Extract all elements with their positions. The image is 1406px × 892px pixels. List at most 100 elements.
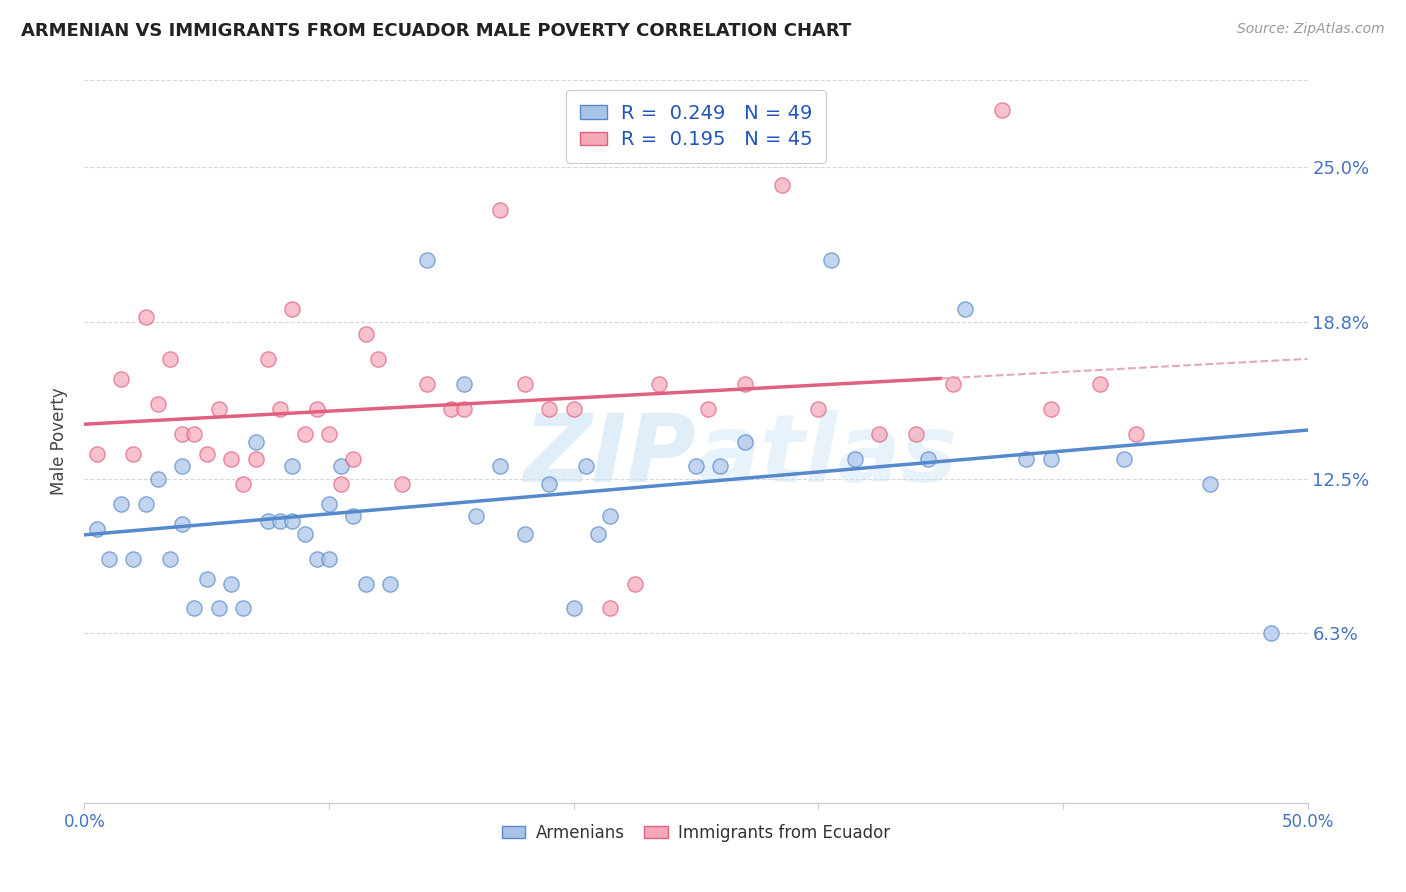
Point xyxy=(294,427,316,442)
Point xyxy=(305,551,328,566)
Point xyxy=(122,447,145,461)
Point xyxy=(1125,427,1147,442)
Point xyxy=(453,402,475,417)
Point xyxy=(942,377,965,392)
Point xyxy=(354,576,377,591)
Point xyxy=(159,551,181,566)
Point xyxy=(440,402,463,417)
Point xyxy=(416,377,439,392)
Point xyxy=(281,459,304,474)
Point xyxy=(195,447,218,461)
Point xyxy=(807,402,830,417)
Legend: Armenians, Immigrants from Ecuador: Armenians, Immigrants from Ecuador xyxy=(495,817,897,848)
Point xyxy=(330,459,353,474)
Point xyxy=(269,402,291,417)
Point xyxy=(820,252,842,267)
Point xyxy=(172,516,194,531)
Point xyxy=(172,459,194,474)
Point xyxy=(86,522,108,536)
Point xyxy=(281,514,304,528)
Point xyxy=(257,514,280,528)
Point xyxy=(453,377,475,392)
Point xyxy=(489,202,512,217)
Point xyxy=(391,476,413,491)
Point xyxy=(318,551,340,566)
Point xyxy=(159,352,181,367)
Point xyxy=(367,352,389,367)
Text: atlas: atlas xyxy=(696,410,957,502)
Text: Source: ZipAtlas.com: Source: ZipAtlas.com xyxy=(1237,22,1385,37)
Point xyxy=(305,402,328,417)
Point xyxy=(538,402,561,417)
Point xyxy=(183,427,205,442)
Point xyxy=(1039,452,1062,467)
Point xyxy=(562,601,585,615)
Point xyxy=(219,452,242,467)
Point xyxy=(135,497,157,511)
Point xyxy=(697,402,720,417)
Point xyxy=(1114,452,1136,467)
Point xyxy=(599,509,621,524)
Point xyxy=(734,434,756,449)
Point xyxy=(86,447,108,461)
Point xyxy=(380,576,402,591)
Point xyxy=(575,459,598,474)
Point xyxy=(245,452,267,467)
Point xyxy=(183,601,205,615)
Point xyxy=(257,352,280,367)
Text: ZIP: ZIP xyxy=(523,410,696,502)
Point xyxy=(232,476,254,491)
Point xyxy=(122,551,145,566)
Point xyxy=(624,576,647,591)
Point xyxy=(110,372,132,386)
Point xyxy=(232,601,254,615)
Point xyxy=(1198,476,1220,491)
Point xyxy=(318,497,340,511)
Point xyxy=(318,427,340,442)
Point xyxy=(905,427,928,442)
Point xyxy=(917,452,939,467)
Point xyxy=(354,327,377,342)
Point xyxy=(844,452,866,467)
Point xyxy=(208,402,231,417)
Point xyxy=(709,459,731,474)
Point xyxy=(342,452,364,467)
Y-axis label: Male Poverty: Male Poverty xyxy=(51,388,69,495)
Point xyxy=(685,459,707,474)
Point xyxy=(648,377,671,392)
Point xyxy=(770,178,793,192)
Point xyxy=(1015,452,1038,467)
Point xyxy=(489,459,512,474)
Point xyxy=(416,252,439,267)
Point xyxy=(953,302,976,317)
Point xyxy=(1260,626,1282,640)
Point xyxy=(464,509,486,524)
Point xyxy=(195,572,218,586)
Point xyxy=(146,397,169,411)
Point xyxy=(97,551,120,566)
Text: ARMENIAN VS IMMIGRANTS FROM ECUADOR MALE POVERTY CORRELATION CHART: ARMENIAN VS IMMIGRANTS FROM ECUADOR MALE… xyxy=(21,22,852,40)
Point xyxy=(869,427,891,442)
Point xyxy=(172,427,194,442)
Point xyxy=(269,514,291,528)
Point xyxy=(342,509,364,524)
Point xyxy=(110,497,132,511)
Point xyxy=(599,601,621,615)
Point xyxy=(513,526,536,541)
Point xyxy=(281,302,304,317)
Point xyxy=(1039,402,1062,417)
Point xyxy=(513,377,536,392)
Point xyxy=(208,601,231,615)
Point xyxy=(294,526,316,541)
Point xyxy=(330,476,353,491)
Point xyxy=(562,402,585,417)
Point xyxy=(146,472,169,486)
Point xyxy=(586,526,609,541)
Point xyxy=(538,476,561,491)
Point xyxy=(245,434,267,449)
Point xyxy=(1088,377,1111,392)
Point xyxy=(734,377,756,392)
Point xyxy=(991,103,1014,118)
Point xyxy=(219,576,242,591)
Point xyxy=(135,310,157,324)
